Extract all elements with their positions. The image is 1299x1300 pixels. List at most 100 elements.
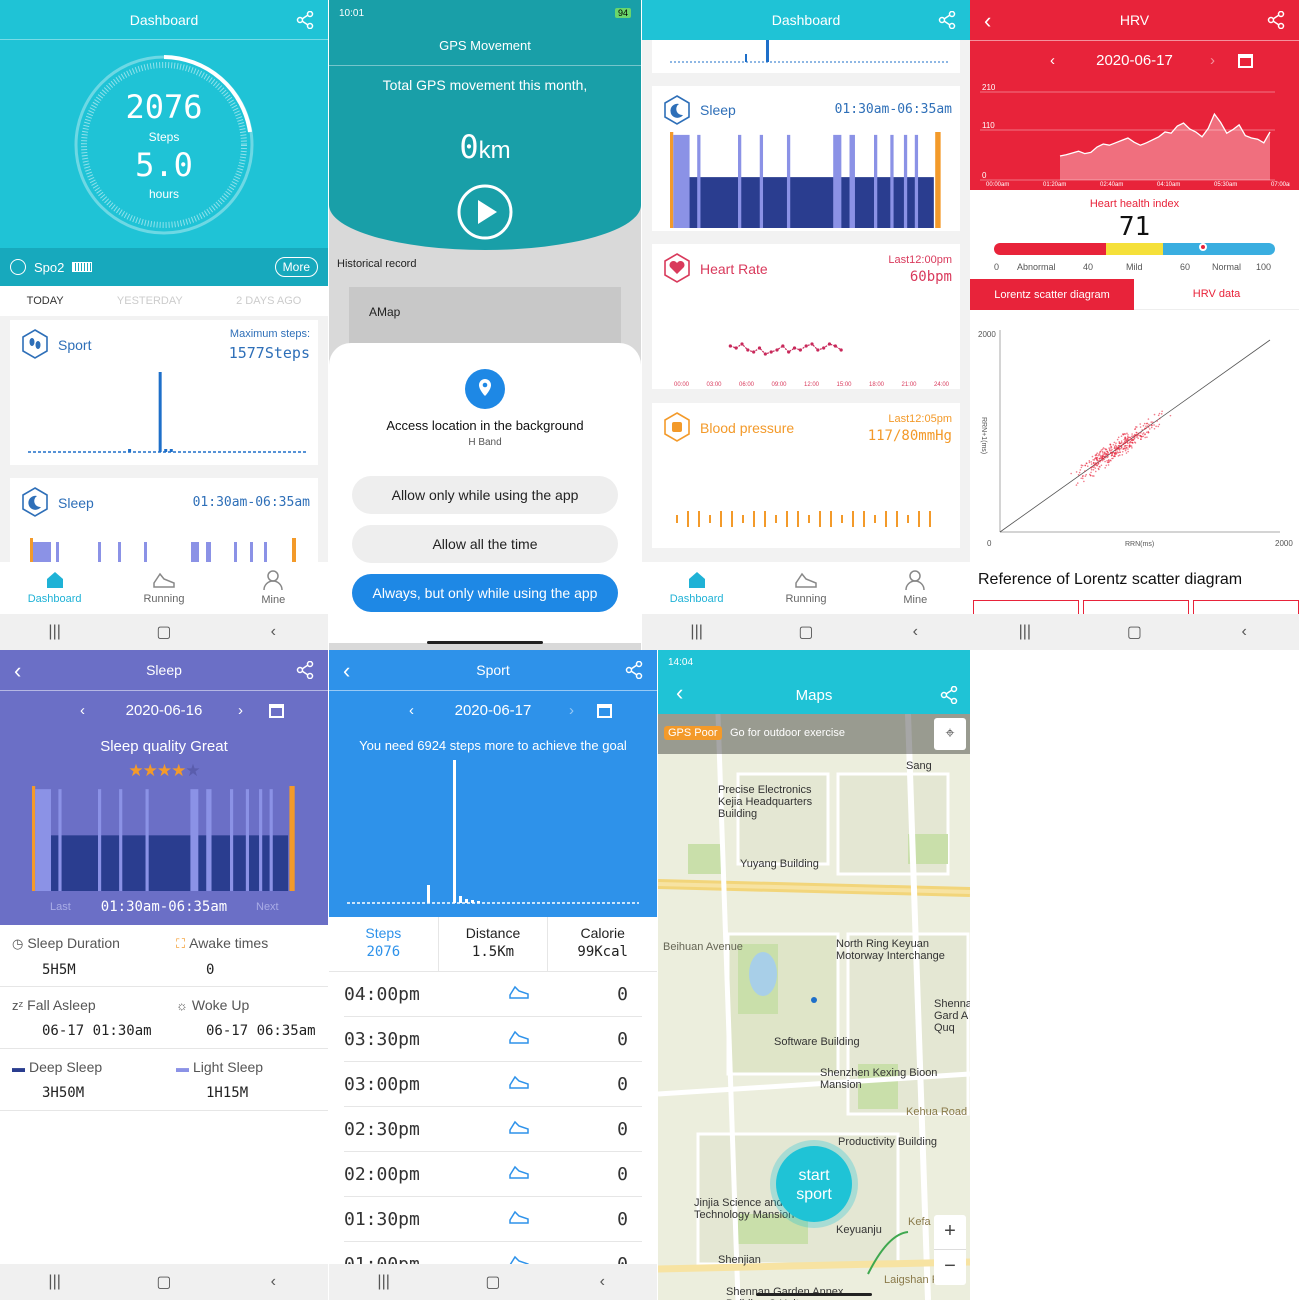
scatter-point	[1148, 428, 1151, 430]
sport-record-row[interactable]: 03:00pm 0	[344, 1062, 642, 1107]
map-place-label[interactable]: Productivity Building	[838, 1136, 938, 1148]
map-place-label[interactable]: Jinjia Science and Technology Mansion	[694, 1197, 795, 1221]
next-date-icon[interactable]: ›	[569, 702, 574, 719]
map-place-label[interactable]: Beihuan Avenue	[663, 941, 743, 953]
last-button[interactable]: Last	[50, 901, 71, 913]
back-button[interactable]: ‹	[270, 623, 276, 640]
back-icon[interactable]: ‹	[676, 680, 684, 705]
play-icon[interactable]	[456, 183, 514, 241]
scatter-point	[1085, 473, 1087, 476]
home-button[interactable]: ▢	[156, 624, 172, 641]
back-button[interactable]: ‹	[270, 1273, 276, 1290]
tab-today[interactable]: TODAY	[26, 295, 64, 307]
map-place-label[interactable]: Keyuanju	[836, 1224, 882, 1236]
recents-button[interactable]: |||	[690, 623, 703, 640]
map-place-label[interactable]: Sang	[906, 760, 932, 772]
sleep-card[interactable]: Sleep 01:30am-06:35am	[10, 478, 318, 563]
back-button[interactable]: ‹	[912, 623, 918, 640]
always-while-using-button[interactable]: Always, but only while using the app	[352, 574, 618, 612]
tab-hrv-data[interactable]: HRV data	[1134, 279, 1299, 310]
scatter-point	[1125, 452, 1128, 454]
back-icon[interactable]: ‹	[984, 8, 992, 33]
share-icon[interactable]	[296, 11, 314, 29]
tab-yesterday[interactable]: YESTERDAY	[116, 295, 183, 307]
amap-item[interactable]: AMap	[349, 287, 621, 347]
home-button[interactable]: ▢	[485, 1274, 501, 1291]
map-place-label[interactable]: Shennan Gard A Quq	[934, 998, 970, 1034]
record-time: 03:00pm	[344, 1073, 420, 1095]
allow-all-time-button[interactable]: Allow all the time	[352, 525, 618, 563]
sport-record-row[interactable]: 01:30pm 0	[344, 1197, 642, 1242]
tab-2-days-ago[interactable]: 2 DAYS AGO	[236, 295, 302, 307]
tab-running[interactable]: Running	[124, 571, 204, 605]
share-icon[interactable]	[1267, 11, 1285, 29]
map-place-label[interactable]: Yuyang Building	[740, 858, 819, 870]
allow-while-using-button[interactable]: Allow only while using the app	[352, 476, 618, 514]
light-sleep-bar	[206, 789, 212, 891]
start-sport-button[interactable]: start sport	[776, 1146, 852, 1222]
scale-abnormal: Abnormal	[1017, 262, 1056, 272]
blood-pressure-card[interactable]: Blood pressure Last12:05pm 117/80mmHg	[652, 403, 960, 548]
next-date-icon[interactable]: ›	[1210, 52, 1215, 69]
map-place-label[interactable]: Shenjian	[718, 1254, 761, 1266]
heart-rate-card[interactable]: Heart Rate Last12:00pm 60bpm 00:00 03:00 0…	[652, 244, 960, 389]
map-place-label[interactable]: Software Building	[774, 1036, 860, 1048]
next-date-icon[interactable]: ›	[238, 702, 243, 719]
calendar-icon[interactable]	[1238, 54, 1253, 68]
tab-mine[interactable]: Mine	[233, 570, 313, 606]
sport-record-row[interactable]: 02:30pm 0	[344, 1107, 642, 1152]
back-icon[interactable]: ‹	[14, 658, 22, 683]
home-button[interactable]: ▢	[156, 1274, 172, 1291]
scatter-point	[1139, 426, 1142, 428]
zoom-out-button[interactable]: −	[944, 1255, 956, 1277]
calendar-icon[interactable]	[597, 704, 612, 718]
sport-record-row[interactable]: 02:00pm 0	[344, 1152, 642, 1197]
back-button[interactable]: ‹	[599, 1273, 605, 1290]
back-icon[interactable]: ‹	[343, 658, 351, 683]
map-place-label[interactable]: North Ring Keyuan Motorway Interchange	[836, 938, 945, 962]
light-sleep-bar	[759, 134, 764, 228]
tab-dashboard[interactable]: Dashboard	[15, 571, 95, 605]
home-button[interactable]: ▢	[798, 624, 814, 641]
sport-record-row[interactable]: 01:00pm 0	[344, 1242, 642, 1264]
locate-button[interactable]: ⌖	[934, 718, 966, 750]
share-icon[interactable]	[625, 661, 643, 679]
recents-button[interactable]: |||	[48, 623, 61, 640]
map-place-label[interactable]: Laigshan R	[884, 1274, 940, 1286]
tab-lorentz[interactable]: Lorentz scatter diagram	[970, 279, 1134, 310]
calendar-icon[interactable]	[269, 704, 284, 718]
zoom-in-button[interactable]: +	[934, 1215, 966, 1250]
tab-dashboard[interactable]: Dashboard	[657, 571, 737, 605]
recents-button[interactable]: |||	[377, 1273, 390, 1290]
home-indicator	[427, 641, 543, 644]
map-place-label[interactable]: Shenzhen Kexing Bioon Mansion	[820, 1067, 938, 1091]
home-button[interactable]: ▢	[1126, 624, 1143, 641]
tab-label: Dashboard	[669, 593, 724, 605]
sport-record-row[interactable]: 04:00pm 0	[344, 972, 642, 1017]
scatter-point	[1105, 454, 1107, 457]
back-button[interactable]: ‹	[1241, 623, 1247, 640]
prev-date-icon[interactable]: ‹	[1050, 52, 1055, 69]
prev-date-icon[interactable]: ‹	[409, 702, 414, 719]
share-icon[interactable]	[938, 11, 956, 29]
sport-record-row[interactable]: 03:30pm 0	[344, 1017, 642, 1062]
more-button[interactable]: More	[274, 257, 318, 277]
sleep-card[interactable]: Sleep 01:30am-06:35am	[652, 86, 960, 231]
bp-bar	[885, 511, 887, 527]
next-button[interactable]: Next	[256, 901, 279, 913]
recents-button[interactable]: |||	[48, 1273, 61, 1290]
index-scale	[994, 243, 1275, 255]
recents-button[interactable]: |||	[1018, 623, 1032, 640]
share-icon[interactable]	[940, 686, 958, 704]
prev-date-icon[interactable]: ‹	[80, 702, 85, 719]
scatter-point	[1106, 450, 1108, 453]
tab-mine[interactable]: Mine	[875, 570, 955, 606]
deep-sleep-area	[39, 835, 289, 891]
sport-card[interactable]: Sport Maximum steps: 1577Steps	[10, 320, 318, 465]
map-place-label[interactable]: Kehua Road	[906, 1106, 968, 1118]
person-icon	[905, 570, 926, 590]
scatter-point	[1147, 430, 1150, 433]
map-place-label[interactable]: Precise Electronics Kejia Headquarters B…	[718, 784, 813, 820]
tab-running[interactable]: Running	[766, 571, 846, 605]
share-icon[interactable]	[296, 661, 314, 679]
